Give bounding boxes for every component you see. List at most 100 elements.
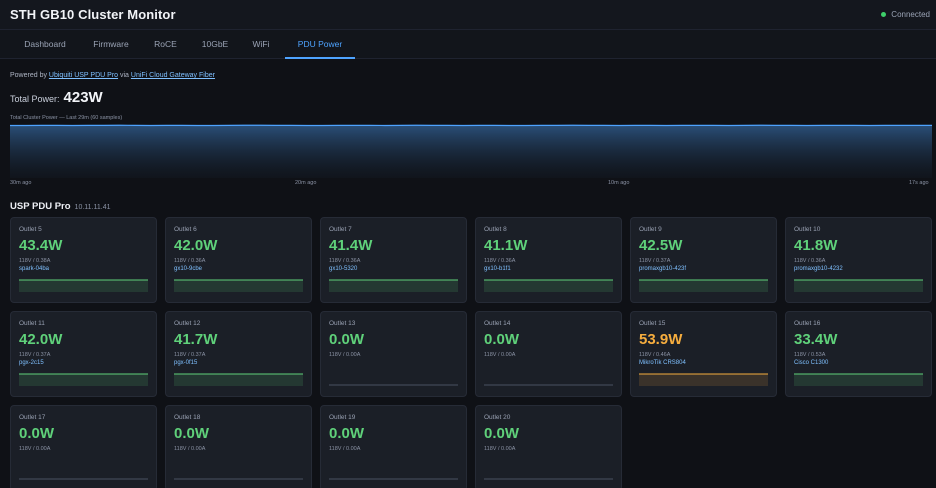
outlet-watts: 42.0W xyxy=(174,237,218,254)
outlet-watts: 41.4W xyxy=(329,237,373,254)
outlet-voltage-current: 118V / 0.00A xyxy=(484,352,516,358)
app-header: STH GB10 Cluster Monitor Connected xyxy=(0,0,936,30)
outlet-device-link[interactable]: MikroTik CRS804 xyxy=(639,360,686,366)
outlet-voltage-current: 118V / 0.36A xyxy=(484,258,516,264)
outlet-sparkline xyxy=(19,373,148,386)
tab-roce[interactable]: RoCE xyxy=(154,39,177,49)
outlet-name: Outlet 12 xyxy=(174,320,201,327)
outlet-watts: 0.0W xyxy=(329,331,365,348)
gateway-link[interactable]: UniFi Cloud Gateway Fiber xyxy=(130,72,215,79)
connection-status-label: Connected xyxy=(891,10,930,19)
outlet-device-link[interactable]: gx10-5320 xyxy=(329,266,358,272)
outlet-device-link[interactable]: promaxgb10-423f xyxy=(639,266,687,272)
outlet-card[interactable]: Outlet 6 42.0W 118V / 0.36A gx10-9cbe xyxy=(165,217,312,303)
outlet-device-link[interactable]: pgx-2c15 xyxy=(19,360,44,366)
outlet-card[interactable]: Outlet 10 41.8W 118V / 0.36A promaxgb10-423… xyxy=(785,217,932,303)
outlet-card[interactable]: Outlet 11 42.0W 118V / 0.37A pgx-2c15 xyxy=(10,311,157,397)
outlet-watts: 53.9W xyxy=(639,331,683,348)
outlet-card[interactable]: Outlet 12 41.7W 118V / 0.37A pgx-0f15 xyxy=(165,311,312,397)
pdu-section-header: USP PDU Pro 10.11.11.41 xyxy=(10,201,111,212)
outlet-card[interactable]: Outlet 9 42.5W 118V / 0.37A promaxgb10-423f xyxy=(630,217,777,303)
outlet-watts: 42.5W xyxy=(639,237,683,254)
status-dot-icon xyxy=(881,12,887,17)
sparkline-area xyxy=(639,280,768,292)
outlet-card[interactable]: Outlet 17 0.0W 118V / 0.00A xyxy=(10,405,157,488)
outlet-name: Outlet 9 xyxy=(639,226,662,233)
outlet-sparkline xyxy=(174,279,303,292)
tab-bar: Dashboard Firmware RoCE 10GbE WiFi PDU P… xyxy=(0,30,936,59)
app-title: STH GB10 Cluster Monitor xyxy=(10,7,176,22)
outlet-voltage-current: 118V / 0.53A xyxy=(794,352,826,358)
outlet-device-link[interactable]: gx10-9cbe xyxy=(174,266,203,272)
total-power-value: 423W xyxy=(63,89,103,106)
outlet-device-link[interactable]: gx10-b1f1 xyxy=(484,266,511,272)
outlet-watts: 41.7W xyxy=(174,331,218,348)
outlet-name: Outlet 8 xyxy=(484,226,507,233)
outlet-card[interactable]: Outlet 8 41.1W 118V / 0.36A gx10-b1f1 xyxy=(475,217,622,303)
outlet-sparkline xyxy=(484,478,613,480)
outlet-card[interactable]: Outlet 20 0.0W 118V / 0.00A xyxy=(475,405,622,488)
tab-wifi[interactable]: WiFi xyxy=(252,39,270,49)
outlet-name: Outlet 15 xyxy=(639,320,666,327)
outlet-sparkline xyxy=(329,478,458,480)
outlet-watts: 0.0W xyxy=(19,425,55,442)
powered-by-via: via xyxy=(120,72,129,79)
outlet-card[interactable]: Outlet 14 0.0W 118V / 0.00A xyxy=(475,311,622,397)
outlet-device-link[interactable]: spark-04ba xyxy=(19,266,50,272)
chart-title: Total Cluster Power — Last 29m (60 sampl… xyxy=(10,115,123,121)
outlet-card[interactable]: Outlet 13 0.0W 118V / 0.00A xyxy=(320,311,467,397)
outlet-card[interactable]: Outlet 19 0.0W 118V / 0.00A xyxy=(320,405,467,488)
outlet-name: Outlet 13 xyxy=(329,320,356,327)
outlet-name: Outlet 19 xyxy=(329,414,356,421)
x-tick-label: 10m ago xyxy=(608,180,630,186)
outlet-watts: 42.0W xyxy=(19,331,63,348)
outlet-voltage-current: 118V / 0.37A xyxy=(174,352,206,358)
pdu-ip: 10.11.11.41 xyxy=(74,204,111,211)
total-power-label: Total Power: xyxy=(10,94,60,104)
outlet-sparkline xyxy=(484,384,613,386)
outlet-sparkline xyxy=(639,373,768,386)
outlet-name: Outlet 11 xyxy=(19,320,45,327)
outlet-device-link[interactable]: pgx-0f15 xyxy=(174,360,198,366)
x-tick-label: 20m ago xyxy=(295,180,317,186)
outlet-sparkline xyxy=(174,478,303,480)
outlet-device-link[interactable]: promaxgb10-4232 xyxy=(794,266,843,272)
pdu-name: USP PDU Pro xyxy=(10,201,71,212)
outlet-watts: 41.8W xyxy=(794,237,838,254)
outlet-watts: 0.0W xyxy=(329,425,365,442)
outlet-watts: 0.0W xyxy=(484,425,520,442)
outlet-sparkline xyxy=(639,279,768,292)
outlet-card[interactable]: Outlet 18 0.0W 118V / 0.00A xyxy=(165,405,312,488)
outlet-card[interactable]: Outlet 15 53.9W 118V / 0.46A MikroTik CRS80… xyxy=(630,311,777,397)
outlet-card[interactable]: Outlet 7 41.4W 118V / 0.36A gx10-5320 xyxy=(320,217,467,303)
outlet-name: Outlet 14 xyxy=(484,320,511,327)
outlet-voltage-current: 118V / 0.00A xyxy=(484,446,516,452)
power-area xyxy=(10,125,932,178)
outlet-name: Outlet 5 xyxy=(19,226,42,233)
outlet-sparkline xyxy=(174,373,303,386)
outlet-name: Outlet 7 xyxy=(329,226,352,233)
outlet-sparkline xyxy=(794,373,923,386)
outlet-device-link[interactable]: Cisco C1300 xyxy=(794,360,829,366)
sparkline-area xyxy=(639,374,768,386)
sparkline-area xyxy=(174,280,303,292)
tab-10gbe[interactable]: 10GbE xyxy=(201,39,229,49)
outlet-voltage-current: 118V / 0.38A xyxy=(19,258,51,264)
outlet-watts: 33.4W xyxy=(794,331,838,348)
pdu-link[interactable]: Ubiquiti USP PDU Pro xyxy=(48,72,119,79)
outlet-name: Outlet 16 xyxy=(794,320,821,327)
outlet-watts: 43.4W xyxy=(19,237,63,254)
power-history-chart xyxy=(10,124,932,178)
outlet-voltage-current: 118V / 0.36A xyxy=(329,258,361,264)
outlet-watts: 0.0W xyxy=(174,425,210,442)
outlet-card[interactable]: Outlet 5 43.4W 118V / 0.38A spark-04ba xyxy=(10,217,157,303)
connection-status: Connected xyxy=(881,10,930,19)
outlet-name: Outlet 18 xyxy=(174,414,201,421)
outlet-name: Outlet 6 xyxy=(174,226,197,233)
tab-firmware[interactable]: Firmware xyxy=(93,39,129,49)
outlet-card[interactable]: Outlet 16 33.4W 118V / 0.53A Cisco C1300 xyxy=(785,311,932,397)
tab-pdu-power[interactable]: PDU Power xyxy=(285,30,355,59)
tab-dashboard[interactable]: Dashboard xyxy=(24,39,66,49)
outlet-sparkline xyxy=(794,279,923,292)
outlet-sparkline xyxy=(19,478,148,480)
